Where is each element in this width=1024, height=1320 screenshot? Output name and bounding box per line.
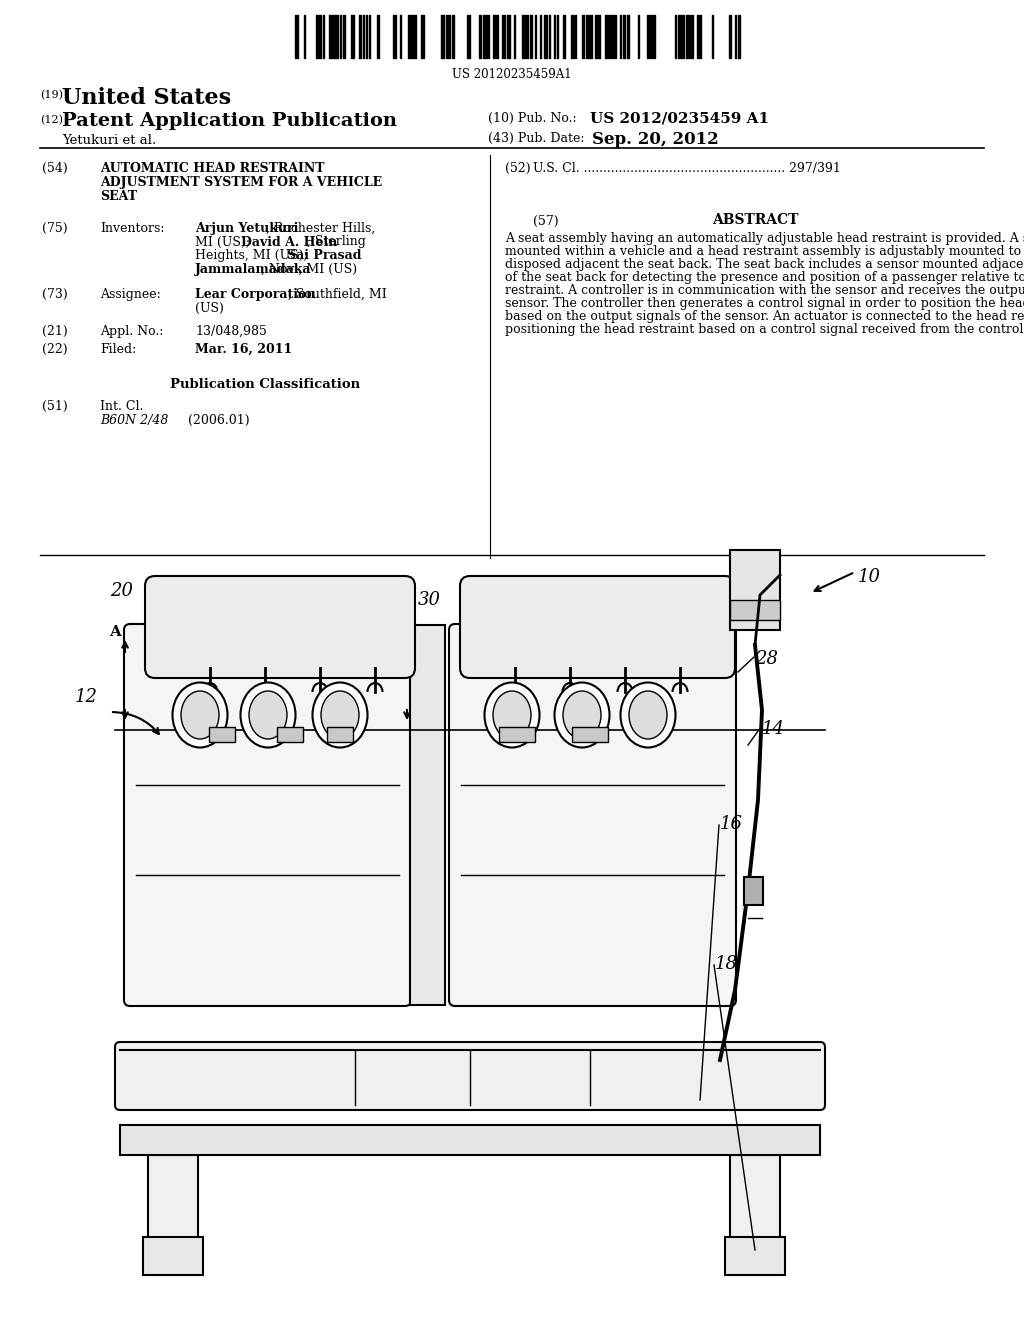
Bar (148, 1155, 198, 1239)
Bar (725, 1237, 785, 1275)
Text: (10) Pub. No.:: (10) Pub. No.: (488, 112, 577, 125)
Text: Lear Corporation: Lear Corporation (195, 288, 315, 301)
Ellipse shape (563, 690, 601, 739)
Text: 12: 12 (75, 688, 98, 706)
FancyBboxPatch shape (124, 624, 411, 1006)
Text: AUTOMATIC HEAD RESTRAINT: AUTOMATIC HEAD RESTRAINT (100, 162, 325, 176)
Text: restraint. A controller is in communication with the sensor and receives the out: restraint. A controller is in communicat… (505, 284, 1024, 297)
Bar (143, 1237, 203, 1275)
Ellipse shape (172, 682, 227, 747)
Text: A seat assembly having an automatically adjustable head restraint is provided. A: A seat assembly having an automatically … (505, 232, 1024, 246)
Text: , Rochester Hills,: , Rochester Hills, (266, 222, 376, 235)
Text: (43) Pub. Date:: (43) Pub. Date: (488, 132, 585, 145)
Text: 20: 20 (685, 577, 708, 595)
Ellipse shape (181, 690, 219, 739)
Text: 10: 10 (858, 568, 881, 586)
Text: mounted within a vehicle and a head restraint assembly is adjustably mounted to : mounted within a vehicle and a head rest… (505, 246, 1024, 257)
Text: 28: 28 (755, 649, 778, 668)
Text: U.S. Cl. .................................................... 297/391: U.S. Cl. ...............................… (534, 162, 841, 176)
Text: Arjun Yetukuri: Arjun Yetukuri (195, 222, 298, 235)
Text: of the seat back for detecting the presence and position of a passenger relative: of the seat back for detecting the prese… (505, 271, 1024, 284)
Text: 18: 18 (715, 954, 738, 973)
Text: MI (US);: MI (US); (195, 235, 254, 248)
Bar (327, 727, 353, 742)
Text: B60N 2/48: B60N 2/48 (100, 414, 168, 426)
Text: positioning the head restraint based on a control signal received from the contr: positioning the head restraint based on … (505, 323, 1024, 337)
Bar (278, 727, 303, 742)
Text: Publication Classification: Publication Classification (170, 378, 360, 391)
Text: sensor. The controller then generates a control signal in order to position the : sensor. The controller then generates a … (505, 297, 1024, 310)
Text: 30: 30 (418, 591, 441, 609)
FancyBboxPatch shape (449, 624, 736, 1006)
Text: (52): (52) (505, 162, 530, 176)
Text: Sai Prasad: Sai Prasad (287, 249, 361, 261)
Text: 42: 42 (222, 620, 245, 638)
Text: ADJUSTMENT SYSTEM FOR A VEHICLE: ADJUSTMENT SYSTEM FOR A VEHICLE (100, 176, 382, 189)
Ellipse shape (621, 682, 676, 747)
Text: (21): (21) (42, 325, 68, 338)
Text: (22): (22) (42, 343, 68, 356)
FancyBboxPatch shape (145, 576, 415, 678)
Text: A: A (401, 624, 413, 639)
Ellipse shape (629, 690, 667, 739)
Text: (2006.01): (2006.01) (188, 414, 250, 426)
Text: United States: United States (62, 87, 231, 110)
Text: SEAT: SEAT (100, 190, 137, 203)
Text: Filed:: Filed: (100, 343, 136, 356)
Text: US 2012/0235459 A1: US 2012/0235459 A1 (590, 111, 769, 125)
Ellipse shape (555, 682, 609, 747)
Text: Appl. No.:: Appl. No.: (100, 325, 164, 338)
Bar (120, 1125, 820, 1155)
Text: 26: 26 (388, 595, 411, 612)
Text: , Sterling: , Sterling (307, 235, 366, 248)
Text: A: A (110, 624, 121, 639)
Text: David A. Hein: David A. Hein (241, 235, 337, 248)
Ellipse shape (493, 690, 531, 739)
Bar (209, 727, 234, 742)
Text: Yetukuri et al.: Yetukuri et al. (62, 135, 157, 147)
Text: (19): (19) (40, 90, 63, 100)
Bar (730, 550, 780, 630)
Text: 13/048,985: 13/048,985 (195, 325, 267, 338)
Text: 42: 42 (695, 620, 718, 638)
Text: 14: 14 (762, 719, 785, 738)
Text: Mar. 16, 2011: Mar. 16, 2011 (195, 343, 292, 356)
Text: , Southfield, MI: , Southfield, MI (288, 288, 387, 301)
Text: Heights, MI (US);: Heights, MI (US); (195, 249, 311, 261)
Bar (744, 876, 763, 906)
FancyBboxPatch shape (460, 576, 735, 678)
Text: ABSTRACT: ABSTRACT (712, 213, 798, 227)
Bar (572, 727, 608, 742)
Text: disposed adjacent the seat back. The seat back includes a sensor mounted adjacen: disposed adjacent the seat back. The sea… (505, 257, 1024, 271)
Bar (499, 727, 535, 742)
Text: (51): (51) (42, 400, 68, 413)
Text: Jammalamadaka: Jammalamadaka (195, 263, 311, 276)
Bar (730, 1155, 780, 1239)
FancyBboxPatch shape (115, 1041, 825, 1110)
Text: (US): (US) (195, 302, 224, 315)
Bar (730, 601, 780, 620)
Text: (75): (75) (42, 222, 68, 235)
Ellipse shape (241, 682, 296, 747)
Ellipse shape (321, 690, 359, 739)
Text: 16: 16 (720, 814, 743, 833)
Text: Assignee:: Assignee: (100, 288, 161, 301)
Ellipse shape (249, 690, 287, 739)
Text: (57): (57) (534, 215, 559, 228)
Text: Int. Cl.: Int. Cl. (100, 400, 143, 413)
Text: US 20120235459A1: US 20120235459A1 (453, 69, 571, 81)
Ellipse shape (484, 682, 540, 747)
Text: Patent Application Publication: Patent Application Publication (62, 112, 397, 129)
Ellipse shape (312, 682, 368, 747)
Text: , Novi, MI (US): , Novi, MI (US) (261, 263, 357, 276)
Text: (54): (54) (42, 162, 68, 176)
Text: (12): (12) (40, 115, 63, 125)
Text: Sep. 20, 2012: Sep. 20, 2012 (592, 131, 719, 148)
Text: (73): (73) (42, 288, 68, 301)
Text: Inventors:: Inventors: (100, 222, 165, 235)
Text: 20: 20 (110, 582, 133, 601)
Text: based on the output signals of the sensor. An actuator is connected to the head : based on the output signals of the senso… (505, 310, 1024, 323)
Bar (410, 624, 445, 1005)
